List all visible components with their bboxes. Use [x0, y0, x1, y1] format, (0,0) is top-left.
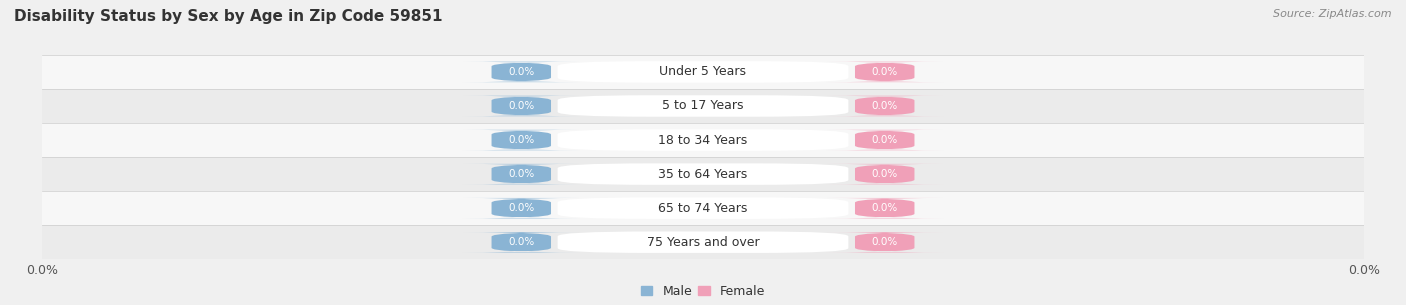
Text: 0.0%: 0.0%	[508, 203, 534, 213]
Text: 0.0%: 0.0%	[872, 67, 898, 77]
Text: 0.0%: 0.0%	[872, 135, 898, 145]
Text: 0.0%: 0.0%	[872, 203, 898, 213]
Text: 0.0%: 0.0%	[508, 67, 534, 77]
FancyBboxPatch shape	[461, 232, 581, 253]
FancyBboxPatch shape	[825, 96, 945, 116]
Text: 0.0%: 0.0%	[508, 169, 534, 179]
FancyBboxPatch shape	[461, 96, 581, 116]
Text: 0.0%: 0.0%	[872, 101, 898, 111]
FancyBboxPatch shape	[461, 62, 581, 82]
Bar	[42, 191, 1364, 225]
FancyBboxPatch shape	[825, 62, 945, 82]
Bar	[42, 89, 1364, 123]
Text: 0.0%: 0.0%	[508, 135, 534, 145]
Text: 35 to 64 Years: 35 to 64 Years	[658, 168, 748, 181]
Text: 0.0%: 0.0%	[508, 237, 534, 247]
FancyBboxPatch shape	[825, 198, 945, 218]
FancyBboxPatch shape	[825, 232, 945, 253]
FancyBboxPatch shape	[558, 61, 848, 83]
FancyBboxPatch shape	[461, 164, 581, 184]
FancyBboxPatch shape	[558, 163, 848, 185]
Bar	[42, 225, 1364, 259]
Text: 0.0%: 0.0%	[508, 101, 534, 111]
Text: Under 5 Years: Under 5 Years	[659, 66, 747, 78]
Text: Source: ZipAtlas.com: Source: ZipAtlas.com	[1274, 9, 1392, 19]
Bar	[42, 55, 1364, 89]
Bar	[42, 123, 1364, 157]
FancyBboxPatch shape	[558, 95, 848, 117]
FancyBboxPatch shape	[558, 231, 848, 253]
Text: 0.0%: 0.0%	[872, 169, 898, 179]
Text: 65 to 74 Years: 65 to 74 Years	[658, 202, 748, 215]
FancyBboxPatch shape	[558, 197, 848, 219]
FancyBboxPatch shape	[461, 130, 581, 150]
Text: 75 Years and over: 75 Years and over	[647, 236, 759, 249]
FancyBboxPatch shape	[825, 164, 945, 184]
FancyBboxPatch shape	[558, 129, 848, 151]
Text: 0.0%: 0.0%	[872, 237, 898, 247]
Text: Disability Status by Sex by Age in Zip Code 59851: Disability Status by Sex by Age in Zip C…	[14, 9, 443, 24]
FancyBboxPatch shape	[825, 130, 945, 150]
Bar	[42, 157, 1364, 191]
Text: 18 to 34 Years: 18 to 34 Years	[658, 134, 748, 146]
Legend: Male, Female: Male, Female	[641, 285, 765, 298]
Text: 5 to 17 Years: 5 to 17 Years	[662, 99, 744, 113]
FancyBboxPatch shape	[461, 198, 581, 218]
